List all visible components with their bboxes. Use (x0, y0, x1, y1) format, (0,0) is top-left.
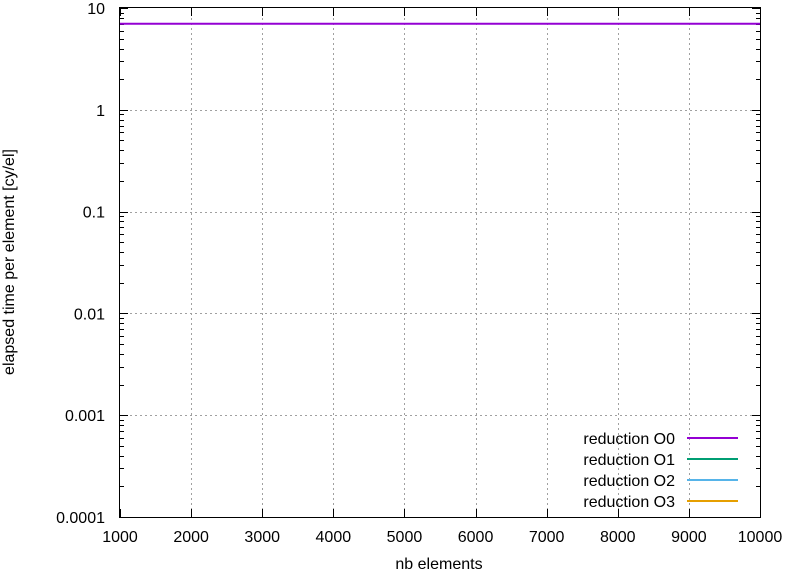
x-tick-label: 2000 (173, 529, 209, 546)
legend-label: reduction O0 (583, 431, 675, 448)
x-tick-label: 3000 (244, 529, 280, 546)
x-tick-label: 6000 (458, 529, 494, 546)
plot-frame (119, 7, 761, 518)
legend-label: reduction O1 (583, 452, 675, 469)
x-tick-label: 7000 (529, 529, 565, 546)
legend-label: reduction O3 (583, 494, 675, 511)
y-tick-label: 0.0001 (56, 510, 105, 527)
grid (120, 8, 760, 517)
y-tick-label: 10 (87, 1, 105, 18)
y-tick-label: 1 (96, 103, 105, 120)
x-tick-label: 1000 (102, 529, 138, 546)
x-tick-label: 8000 (600, 529, 636, 546)
y-tick-label: 0.001 (65, 408, 105, 425)
x-tick-label: 9000 (671, 529, 707, 546)
y-tick-label: 0.01 (74, 306, 105, 323)
y-tick-label: 0.1 (83, 205, 105, 222)
y-axis-label: elapsed time per element [cy/el] (1, 149, 18, 375)
x-tick-label: 10000 (738, 529, 783, 546)
y-tick-labels: 0.0001 0.001 0.01 0.1 1 10 (56, 1, 105, 527)
x-tick-labels: 1000 2000 3000 4000 5000 6000 7000 8000 9000 1000… (102, 529, 782, 546)
x-tick-label: 4000 (316, 529, 352, 546)
legend: reduction O0 reduction O1 reduction O2 redu… (583, 431, 738, 511)
legend-label: reduction O2 (583, 473, 675, 490)
x-axis-label: nb elements (395, 556, 482, 573)
x-tick-label: 5000 (387, 529, 423, 546)
